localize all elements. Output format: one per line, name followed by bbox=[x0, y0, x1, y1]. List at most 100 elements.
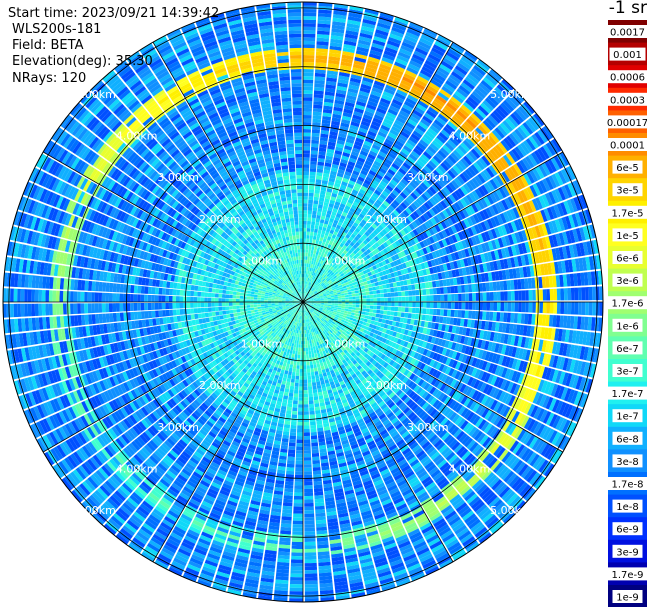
range-gate-cell bbox=[337, 295, 342, 299]
range-gate-cell bbox=[321, 230, 326, 235]
range-gate-cell bbox=[323, 223, 328, 228]
range-gate-cell bbox=[343, 220, 349, 226]
range-gate-cell bbox=[423, 63, 436, 72]
range-gate-cell bbox=[458, 293, 462, 302]
range-gate-cell bbox=[376, 305, 381, 310]
range-gate-cell bbox=[354, 210, 361, 216]
range-gate-cell bbox=[339, 162, 347, 168]
range-gate-cell bbox=[458, 302, 462, 310]
range-gate-cell bbox=[348, 306, 353, 310]
range-gate-cell bbox=[327, 260, 332, 265]
range-gate-cell bbox=[372, 313, 377, 317]
range-gate-cell bbox=[306, 361, 310, 366]
range-gate-cell bbox=[303, 295, 306, 299]
range-gate-cell bbox=[315, 277, 319, 282]
range-gate-cell bbox=[451, 42, 465, 53]
range-gate-cell bbox=[333, 204, 340, 210]
range-gate-cell bbox=[355, 293, 360, 297]
range-gate-cell bbox=[303, 30, 316, 35]
range-gate-cell bbox=[309, 282, 312, 286]
range-gate-cell bbox=[390, 292, 395, 297]
range-gate-cell bbox=[314, 79, 325, 85]
range-gate-cell bbox=[433, 294, 438, 302]
range-gate-cell bbox=[425, 288, 430, 295]
range-gate-cell bbox=[331, 211, 337, 217]
range-gate-cell bbox=[322, 112, 332, 118]
range-gate-cell bbox=[364, 284, 369, 289]
range-gate-cell bbox=[315, 359, 320, 365]
range-gate-cell bbox=[318, 226, 323, 231]
range-gate-cell bbox=[303, 47, 315, 52]
range-gate-cell bbox=[336, 139, 345, 145]
range-gate-cell bbox=[307, 386, 313, 391]
range-gate-cell bbox=[304, 263, 307, 267]
range-gate-cell bbox=[354, 219, 361, 225]
range-gate-cell bbox=[314, 269, 318, 273]
range-gate-cell bbox=[308, 350, 312, 355]
range-gate-cell bbox=[335, 235, 340, 241]
range-gate-cell bbox=[468, 302, 473, 310]
range-gate-cell bbox=[305, 344, 308, 348]
range-gate-cell bbox=[324, 198, 330, 203]
range-gate-cell bbox=[325, 80, 337, 86]
range-gate-cell bbox=[338, 132, 347, 139]
range-gate-cell bbox=[421, 282, 426, 289]
range-gate-cell bbox=[391, 297, 395, 302]
range-gate-cell bbox=[343, 193, 350, 199]
range-gate-cell bbox=[349, 77, 361, 84]
range-gate-cell bbox=[400, 130, 410, 139]
range-gate-cell bbox=[303, 9, 317, 13]
range-gate-cell bbox=[361, 311, 366, 315]
range-gate-cell bbox=[384, 302, 388, 306]
range-gate-cell bbox=[419, 69, 433, 79]
range-gate-cell bbox=[344, 294, 349, 298]
range-gate-cell bbox=[372, 290, 377, 295]
range-gate-cell bbox=[323, 105, 333, 111]
range-gate-cell bbox=[429, 288, 434, 295]
range-gate-cell bbox=[307, 340, 310, 345]
range-gate-cell bbox=[511, 302, 515, 312]
range-gate-cell bbox=[336, 224, 341, 230]
range-gate-cell bbox=[303, 5, 317, 10]
range-gate-cell bbox=[305, 292, 308, 296]
range-gate-cell bbox=[399, 48, 412, 57]
range-gate-cell bbox=[450, 309, 455, 317]
range-gate-cell bbox=[306, 227, 311, 232]
range-gate-cell bbox=[310, 164, 317, 169]
range-gate-cell bbox=[317, 255, 321, 260]
range-gate-cell bbox=[369, 305, 374, 309]
range-gate-cell bbox=[489, 292, 494, 301]
range-gate-cell bbox=[319, 193, 326, 199]
range-gate-cell bbox=[316, 48, 328, 53]
range-gate-cell bbox=[391, 146, 401, 154]
range-gate-cell bbox=[306, 293, 310, 297]
range-gate-cell bbox=[379, 12, 394, 20]
range-gate-cell bbox=[340, 214, 346, 220]
range-gate-cell bbox=[373, 160, 382, 168]
range-gate-cell bbox=[400, 44, 414, 54]
range-gate-cell bbox=[307, 206, 313, 211]
range-gate-cell bbox=[325, 259, 330, 264]
range-gate-cell bbox=[398, 296, 402, 302]
range-gate-cell bbox=[350, 312, 355, 316]
range-gate-cell bbox=[492, 311, 497, 322]
range-gate-cell bbox=[324, 242, 329, 248]
range-gate-cell bbox=[314, 72, 326, 78]
range-gate-cell bbox=[336, 89, 347, 95]
range-gate-cell bbox=[303, 224, 307, 228]
range-gate-cell bbox=[323, 257, 328, 263]
range-gate-cell bbox=[389, 282, 394, 288]
range-gate-cell bbox=[344, 101, 355, 108]
range-gate-cell bbox=[328, 177, 336, 183]
range-gate-cell bbox=[310, 278, 313, 283]
range-gate-cell bbox=[351, 173, 359, 180]
range-gate-cell bbox=[309, 171, 316, 176]
range-gate-cell bbox=[320, 233, 325, 239]
range-gate-cell bbox=[350, 74, 362, 81]
range-gate-cell bbox=[310, 264, 313, 268]
range-gate-cell bbox=[316, 172, 323, 177]
range-gate-cell bbox=[447, 302, 452, 309]
range-gate-cell bbox=[385, 283, 391, 289]
range-gate-cell bbox=[426, 295, 431, 302]
range-gate-cell bbox=[304, 280, 307, 285]
